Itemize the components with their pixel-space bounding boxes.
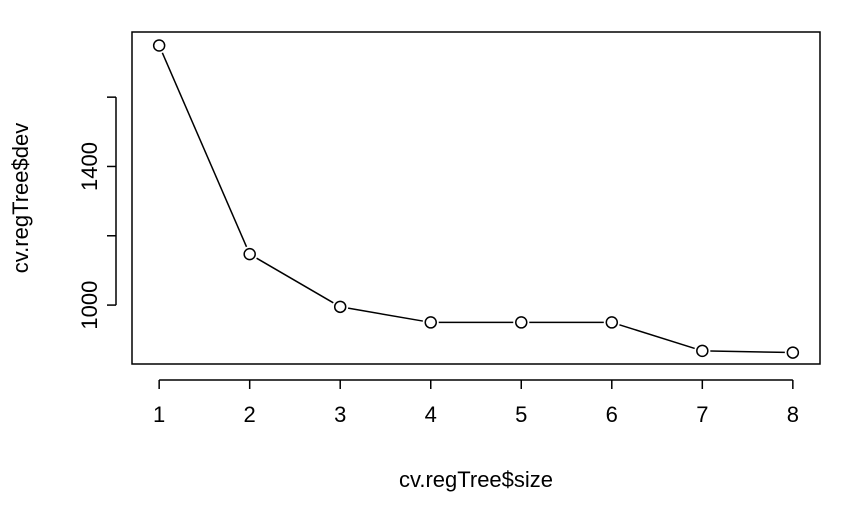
data-point xyxy=(696,344,709,358)
series-line-segment xyxy=(347,307,423,322)
data-point xyxy=(152,39,166,52)
x-tick-label: 2 xyxy=(244,402,256,427)
plot-frame xyxy=(131,31,821,365)
series-line-segment xyxy=(619,324,695,350)
y-axis-label: cv.regTree$dev xyxy=(8,123,33,273)
data-point xyxy=(515,316,528,329)
data-point xyxy=(786,346,800,359)
x-axis-label: cv.regTree$size xyxy=(399,467,553,492)
x-tick-label: 1 xyxy=(153,402,165,427)
data-point xyxy=(333,300,347,314)
x-tick-label: 7 xyxy=(696,402,708,427)
series-line-segment xyxy=(161,52,248,248)
y-tick-label: 1400 xyxy=(77,142,102,191)
data-point xyxy=(605,316,619,329)
x-tick-label: 6 xyxy=(606,402,618,427)
y-tick-label: 1000 xyxy=(77,281,102,330)
data-point xyxy=(243,247,256,261)
x-tick-label: 5 xyxy=(515,402,527,427)
x-tick-label: 4 xyxy=(425,402,437,427)
series-line-segment xyxy=(710,350,785,354)
series-line-segment xyxy=(256,257,334,304)
x-tick-label: 8 xyxy=(787,402,799,427)
data-point xyxy=(424,316,437,329)
plot-layer: 1 2 3 4 5 6 7 8 1000 1400 xyxy=(77,31,821,427)
x-tick-label: 3 xyxy=(334,402,346,427)
